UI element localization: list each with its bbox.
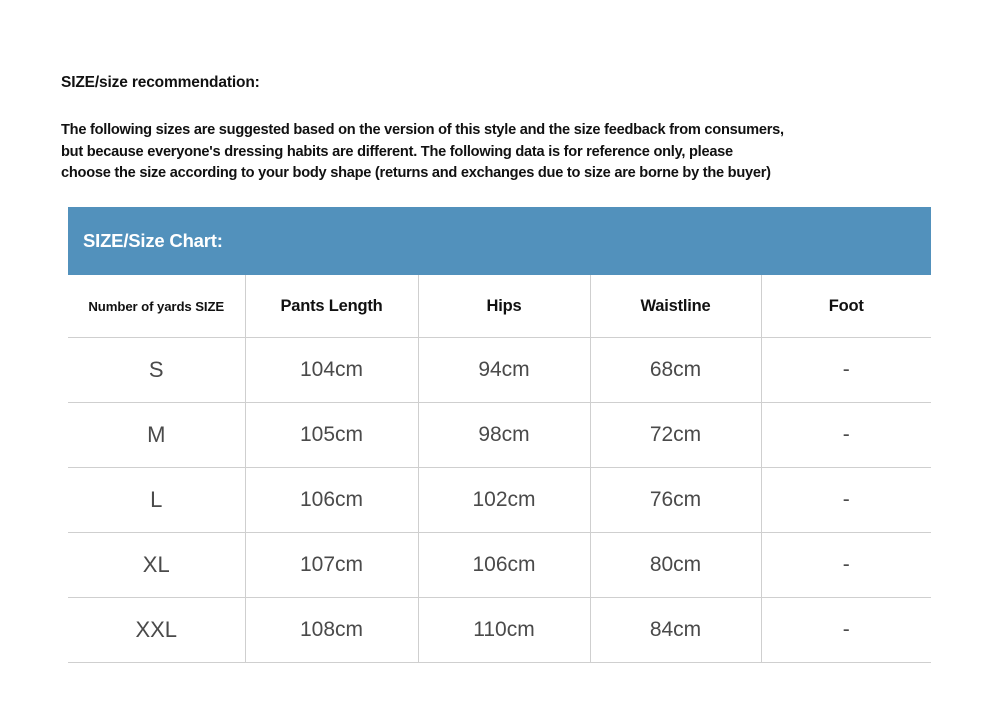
intro-title: SIZE/size recommendation:: [61, 74, 260, 91]
cell-waistline: 76cm: [590, 467, 762, 533]
cell-waistline: 80cm: [590, 532, 762, 598]
cell-pants-length: 105cm: [245, 402, 419, 468]
table-header-row: Number of yards SIZE Pants Length Hips W…: [68, 275, 931, 338]
cell-waistline: 72cm: [590, 402, 762, 468]
size-chart-banner-label: SIZE/Size Chart:: [83, 230, 223, 251]
table-row: XXL 108cm 110cm 84cm -: [68, 597, 931, 663]
size-chart-table-container: SIZE/Size Chart: Number of yards SIZE Pa…: [68, 207, 931, 663]
cell-pants-length: 108cm: [245, 597, 419, 663]
table-row: L 106cm 102cm 76cm -: [68, 467, 931, 533]
column-header-size: Number of yards SIZE: [68, 275, 246, 338]
column-header-hips: Hips: [418, 275, 591, 338]
cell-size: M: [68, 402, 246, 468]
cell-foot: -: [761, 467, 931, 533]
cell-pants-length: 107cm: [245, 532, 419, 598]
cell-hips: 102cm: [418, 467, 591, 533]
cell-pants-length: 106cm: [245, 467, 419, 533]
cell-waistline: 68cm: [590, 337, 762, 403]
cell-size: L: [68, 467, 246, 533]
cell-foot: -: [761, 402, 931, 468]
cell-foot: -: [761, 532, 931, 598]
intro-paragraph-line-3: choose the size according to your body s…: [61, 165, 771, 181]
intro-paragraph-line-2: but because everyone's dressing habits a…: [61, 143, 733, 160]
intro-paragraph: The following sizes are suggested based …: [61, 120, 941, 185]
table-row: S 104cm 94cm 68cm -: [68, 337, 931, 403]
intro-paragraph-line-1: The following sizes are suggested based …: [61, 122, 784, 138]
table-row: XL 107cm 106cm 80cm -: [68, 532, 931, 598]
size-chart-banner: SIZE/Size Chart:: [68, 207, 931, 275]
cell-foot: -: [761, 337, 931, 403]
cell-hips: 94cm: [418, 337, 591, 403]
cell-foot: -: [761, 597, 931, 663]
cell-hips: 110cm: [418, 597, 591, 663]
cell-size: XL: [68, 532, 246, 598]
column-header-foot: Foot: [761, 275, 931, 338]
column-header-pants-length: Pants Length: [245, 275, 419, 338]
column-header-waistline: Waistline: [590, 275, 762, 338]
cell-size: XXL: [68, 597, 246, 663]
table-row: M 105cm 98cm 72cm -: [68, 402, 931, 468]
cell-pants-length: 104cm: [245, 337, 419, 403]
cell-waistline: 84cm: [590, 597, 762, 663]
cell-size: S: [68, 337, 246, 403]
cell-hips: 98cm: [418, 402, 591, 468]
size-chart-table: Number of yards SIZE Pants Length Hips W…: [68, 275, 931, 663]
cell-hips: 106cm: [418, 532, 591, 598]
